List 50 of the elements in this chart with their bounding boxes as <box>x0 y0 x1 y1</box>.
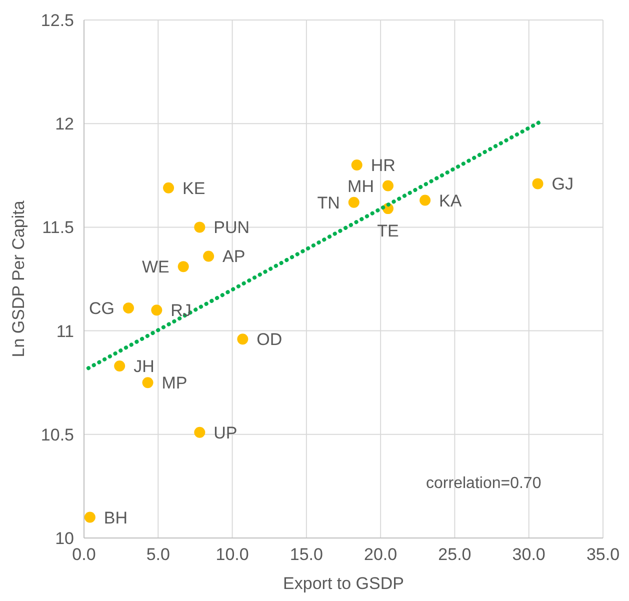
annotation: GJ <box>552 174 574 194</box>
y-tick-label: 12 <box>55 114 74 134</box>
point <box>532 178 544 190</box>
x-tick-label: 20.0 <box>364 545 398 564</box>
point <box>382 180 394 192</box>
annotation: PUN <box>214 218 250 238</box>
annotation: HR <box>370 156 396 176</box>
y-tick-label: 10.5 <box>40 425 74 444</box>
point <box>84 512 96 523</box>
x-tick-label: 35.0 <box>586 545 620 564</box>
point <box>114 360 126 372</box>
point <box>237 334 248 345</box>
point <box>203 250 214 262</box>
annotation: TE <box>377 222 399 241</box>
annotation: AP <box>222 247 246 266</box>
point <box>151 304 162 316</box>
x-tick-label: 5.0 <box>146 545 170 564</box>
x-tick-label: 15.0 <box>290 545 323 564</box>
y-tick-label: 10 <box>55 529 74 548</box>
y-axis-title: Ln GSDP Per Capita <box>9 200 28 358</box>
annotation: OD <box>256 330 282 350</box>
annotation: KE <box>182 178 206 198</box>
point <box>351 160 362 171</box>
annotation: correlation=0.70 <box>426 475 542 492</box>
point <box>420 194 431 206</box>
annotation: RJ <box>170 301 192 320</box>
x-tick-label: 30.0 <box>512 545 546 564</box>
point <box>142 377 154 388</box>
point <box>163 182 174 194</box>
y-tick-label: 11 <box>56 322 74 341</box>
x-tick-label: 25.0 <box>438 545 472 564</box>
annotation: UP <box>214 423 238 442</box>
annotation: CG <box>88 299 114 318</box>
x-tick-label: 0.0 <box>72 545 96 564</box>
y-tick-label: 11.5 <box>42 218 74 238</box>
point <box>348 196 360 208</box>
annotation: MH <box>348 176 374 196</box>
annotation: BH <box>104 508 128 528</box>
point <box>194 426 206 438</box>
annotation: TN <box>317 193 340 212</box>
y-tick-label: 12.5 <box>40 11 74 30</box>
x-axis-title: Export to GSDP <box>283 574 404 593</box>
x-tick-label: 10.0 <box>216 545 249 564</box>
point <box>194 222 206 233</box>
point <box>178 261 189 272</box>
annotation: KA <box>439 191 462 210</box>
annotation: JH <box>134 357 154 376</box>
point <box>122 302 134 314</box>
annotation: MP <box>162 374 188 393</box>
annotation: WE <box>142 258 170 277</box>
